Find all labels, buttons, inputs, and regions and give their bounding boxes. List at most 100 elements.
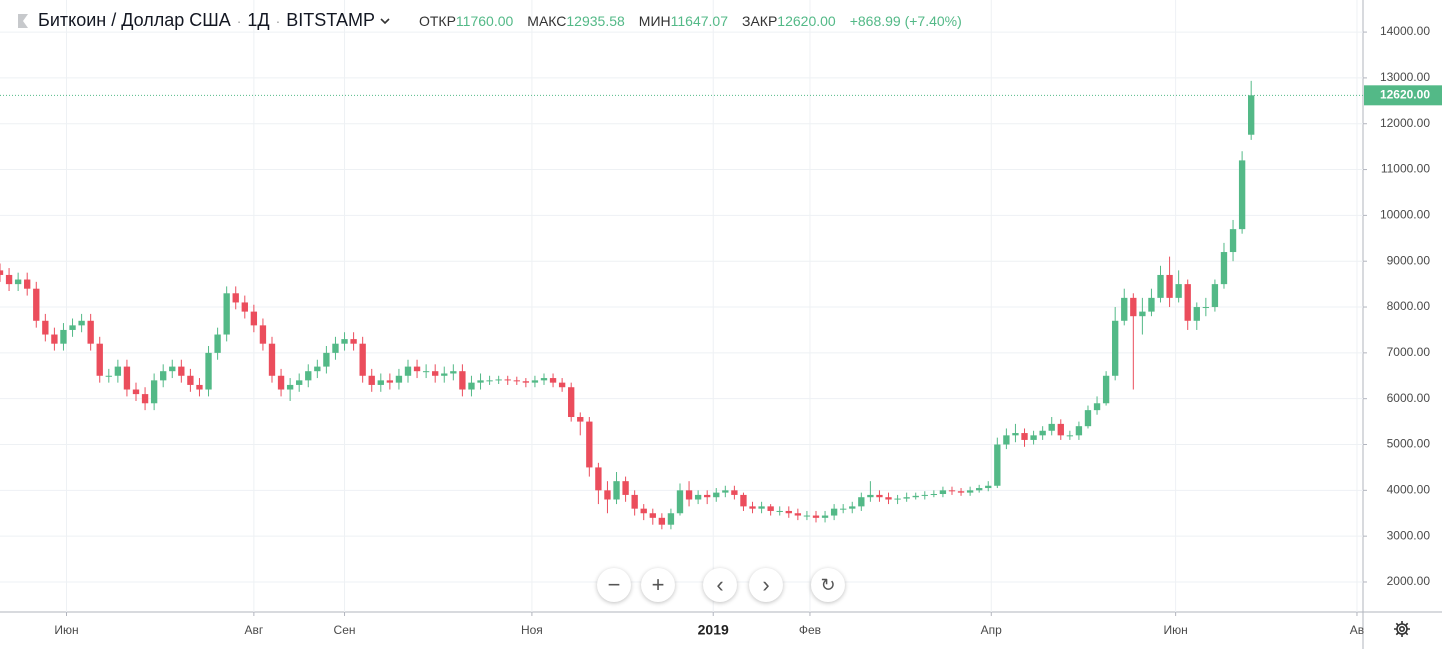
flag-icon [18,13,28,28]
candle-body [1012,433,1019,436]
candle-body [858,497,865,507]
candle-body [69,325,76,330]
candle-body [0,270,4,275]
x-tick-label: Июн [1163,623,1187,637]
candle-body [876,494,883,498]
candle-body [432,371,439,376]
candle-body [966,490,974,493]
candle-body [549,378,557,383]
y-tick-label: 11000.00 [1381,162,1430,176]
candle-body [948,490,956,492]
candle-body [259,325,267,344]
candle-body [341,339,348,344]
candle-body [604,490,611,500]
candle-body [468,382,475,390]
candle-body [731,490,738,495]
scroll-right-button[interactable]: › [749,568,783,602]
candle-body [459,371,466,390]
candle-body [305,371,312,381]
ohlc-label: ЗАКР [742,12,778,29]
x-tick-label: Сен [334,623,356,637]
candle-body [196,384,203,390]
candle-body [359,343,366,376]
candle-body [812,515,820,518]
candle-body [1093,403,1101,411]
candle-body [87,320,94,344]
candle-body [1229,229,1237,253]
candle-body [894,498,901,500]
candle-body [631,494,638,509]
dropdown-icon[interactable] [379,16,391,26]
reset-button[interactable]: ↻ [811,568,845,602]
candle-body [513,380,520,382]
candle-body [1075,426,1083,436]
ohlc-value: 12935.58 [566,12,625,29]
candle-body [296,380,303,385]
candle-body [794,513,802,516]
candle-body [1193,307,1200,321]
candle-body [803,515,811,517]
candle-body [939,490,947,494]
candle-body [903,497,910,499]
candle-body [123,366,131,390]
y-tick-label: 12000.00 [1380,116,1430,130]
candle-body [1148,297,1155,312]
candle-body [1003,435,1010,445]
candle-body [840,508,847,510]
candle-body [1112,320,1119,376]
candle-body [232,293,239,303]
candle-body [912,495,919,498]
zoom-in-button[interactable]: + [641,568,675,602]
candle-body [60,329,67,344]
candle-body [1175,284,1182,298]
candle-body [1238,160,1246,230]
x-tick-label: Фев [799,623,821,637]
candle-body [150,380,158,404]
candle-body [622,481,629,495]
candle-body [160,371,167,381]
y-tick-label: 14000.00 [1380,24,1430,38]
zoom-out-button[interactable]: − [597,568,631,602]
candle-body [1157,274,1164,298]
candle-body [994,444,1001,486]
candle-body [132,389,140,395]
candle-body [1057,423,1064,436]
candle-body [1248,95,1255,135]
candle-body [667,513,675,525]
ohlc-label: ОТКР [418,12,456,29]
candle-body [350,339,357,344]
y-tick-label: 10000.00 [1380,208,1430,222]
settings-icon[interactable] [1394,621,1410,637]
y-tick-label: 2000.00 [1387,574,1431,588]
ohlc-value: 12620.00 [777,12,836,29]
candle-body [187,375,194,385]
candle-body [477,380,484,383]
last-price-label: 12620.00 [1380,87,1430,101]
candle-body [640,508,647,514]
scroll-left-button[interactable]: ‹ [703,568,737,602]
candle-body [51,334,58,344]
candle-body [658,517,666,525]
candle-body [386,380,394,383]
exchange[interactable]: BITSTAMP [286,10,375,30]
candle-body [368,375,375,385]
candle-body [450,371,457,374]
ohlc-label: МИН [638,12,671,29]
candle-body [586,421,593,468]
candle-body [595,467,602,491]
candle-body [314,366,321,372]
candle-body [495,379,502,381]
candle-body [685,490,693,500]
candle-body [1184,284,1191,321]
candle-body [332,343,339,353]
candle-body [577,417,584,422]
candle-body [921,494,928,496]
candle-body [930,493,938,495]
candle-body [867,494,874,498]
candle-body [749,506,756,509]
candle-body [704,494,711,498]
interval: 1Д [247,10,270,30]
candle-body [849,506,856,509]
